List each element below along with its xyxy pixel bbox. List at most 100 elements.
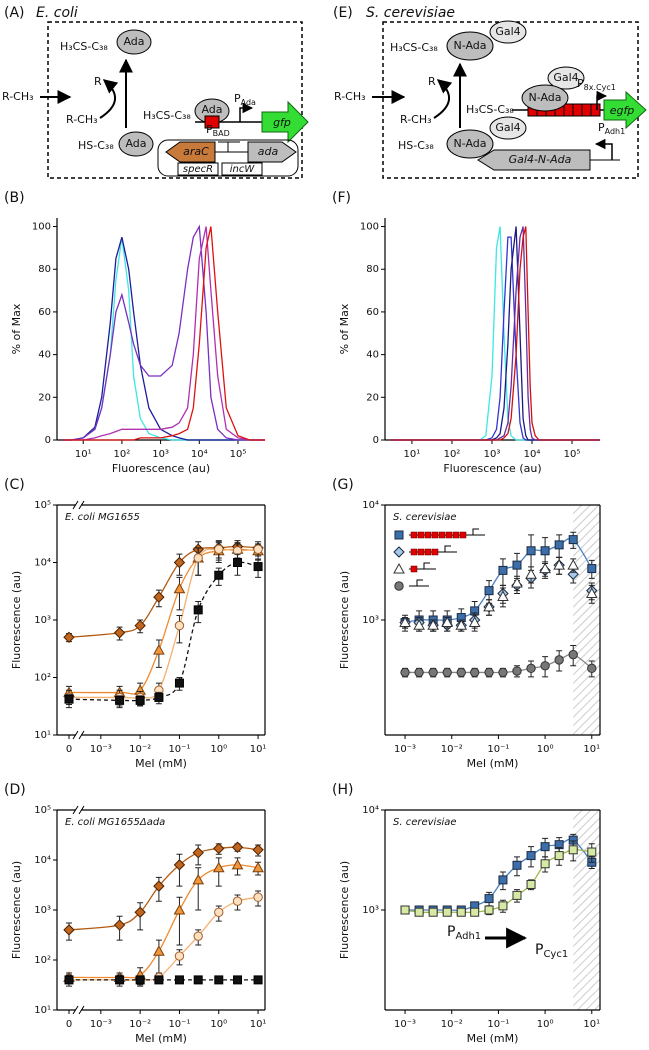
x-tick-label: 10¹ [404, 449, 421, 460]
x-tick-label: 10¹ [583, 744, 600, 755]
marker [526, 851, 536, 861]
marker [193, 605, 203, 615]
x-tick-label: 10¹ [250, 1019, 267, 1030]
x-tick-label: 10⁻¹ [487, 1019, 509, 1030]
x-tick-label: 10⁰ [537, 744, 554, 755]
marker [173, 903, 186, 915]
axis-break-gap [76, 501, 81, 509]
marker [213, 842, 225, 855]
marker [231, 858, 244, 870]
annotation: S. cerevisiae [393, 817, 457, 828]
marker [113, 919, 126, 931]
marker [540, 842, 550, 852]
x-tick-label: 0 [66, 744, 72, 755]
marker [192, 846, 204, 859]
y-axis-label: Fluorescence (au) [338, 571, 351, 669]
marker [174, 620, 185, 631]
gene [247, 141, 297, 163]
x-tick-label: 10³ [152, 449, 169, 460]
histogram-line [391, 226, 600, 441]
histogram-line [63, 237, 265, 441]
legend-operator [417, 531, 425, 539]
marker [64, 694, 74, 704]
marker [399, 616, 411, 628]
promoter-main: P [234, 92, 241, 105]
x-tick-label: 10⁰ [210, 1019, 227, 1030]
gene-label: ada [258, 145, 279, 158]
operator [563, 103, 574, 117]
operator [204, 115, 220, 129]
fit-line [404, 849, 592, 914]
bound-methylated: H₃CS-C₃₈ [143, 109, 191, 122]
marker [484, 667, 494, 678]
organism: S. cerevisiae [366, 5, 455, 21]
marker [470, 907, 480, 917]
marker [174, 975, 184, 985]
y-tick-label: 10⁴ [362, 805, 379, 816]
y-tick-label: 10³ [362, 615, 379, 626]
panel-label: (H) [332, 782, 353, 798]
x-tick-label: 10⁻¹ [487, 744, 509, 755]
histogram-line [63, 237, 265, 441]
promoter: PAda [234, 92, 256, 107]
reporter-gene [603, 90, 647, 130]
reporter: gfp [273, 116, 291, 129]
arrow [433, 79, 453, 119]
y-tick-label: 10¹ [34, 730, 51, 741]
legend-promoter [444, 545, 451, 552]
y-tick-label: 40 [38, 350, 51, 361]
marker [154, 692, 164, 702]
y-tick-label: 10² [34, 955, 51, 966]
marker [232, 896, 243, 906]
marker [173, 859, 186, 871]
legend-operator [410, 548, 418, 556]
r-ch3: R-CH₃ [66, 113, 98, 126]
marker [174, 951, 185, 961]
x-tick-label: 10⁻¹ [168, 1019, 190, 1030]
protein-label: Gal4 [495, 25, 520, 38]
axis-break-gap [76, 731, 81, 739]
annotation-main: P [447, 924, 455, 940]
y-tick-label: 20 [366, 392, 379, 403]
marker [525, 568, 537, 579]
promoter-main: P [577, 77, 584, 90]
cell-box [47, 21, 303, 179]
protein [118, 131, 154, 157]
hs: HS-C₃₈ [78, 139, 114, 152]
fit-line [68, 545, 259, 638]
legend-operator [424, 531, 432, 539]
r-ch3: R-CH₃ [400, 113, 432, 126]
protein-label: N-Ada [528, 91, 561, 104]
marker [153, 945, 165, 956]
legend-operator [459, 531, 467, 539]
promoter: P8x.Cyc1 [577, 77, 616, 92]
marker [193, 975, 203, 985]
y-tick-label: 100 [360, 222, 379, 233]
substrate: R-CH₃ [334, 90, 366, 103]
protein [547, 66, 585, 90]
protein [489, 20, 527, 44]
r: R [428, 75, 436, 88]
histogram-line [63, 226, 265, 441]
marker [212, 861, 225, 873]
operator [581, 103, 592, 117]
marker [456, 907, 466, 917]
marker [512, 890, 522, 900]
annotation: E. coli MG1655Δada [65, 817, 165, 828]
chart: 10¹ 10² 10³ 10⁴ 10⁵ 0 10⁻³ 10⁻² 10⁻¹ 10⁰ 10¹ (C) MeI… [4, 477, 266, 770]
y-tick-label: 10⁴ [362, 500, 379, 511]
marker [394, 530, 404, 540]
legend-operator [431, 531, 439, 539]
marker [568, 649, 578, 660]
marker [498, 667, 508, 678]
legend-operator [452, 531, 460, 539]
x-tick-label: 10⁻² [441, 1019, 463, 1030]
panel-label: (B) [4, 190, 25, 206]
protein-label: Ada [123, 35, 144, 48]
y-axis-label: Fluorescence (au) [338, 861, 351, 959]
marker [233, 558, 243, 567]
protein [446, 31, 494, 61]
marker [540, 546, 550, 556]
panel-label: (G) [332, 477, 354, 493]
